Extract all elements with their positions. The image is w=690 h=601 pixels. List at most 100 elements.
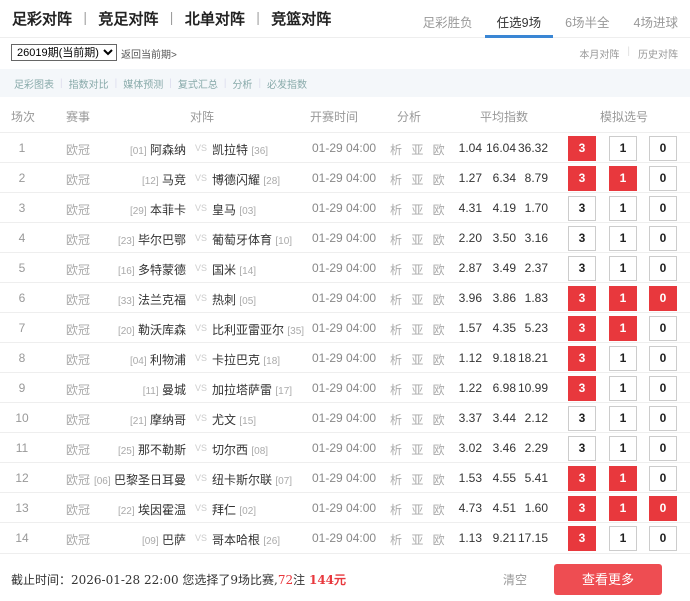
- pick-0-button[interactable]: 0: [649, 526, 677, 551]
- pick-3-button[interactable]: 3: [568, 406, 596, 431]
- subtab-renxuan9[interactable]: 任选9场: [484, 0, 554, 38]
- pick-3-button[interactable]: 3: [568, 316, 596, 341]
- analysis-links[interactable]: 析 亚 欧: [390, 293, 448, 307]
- pick-0-button[interactable]: 0: [649, 466, 677, 491]
- pick-1-button[interactable]: 1: [609, 226, 637, 251]
- away-name[interactable]: 卡拉巴克: [212, 353, 261, 367]
- pick-0-button[interactable]: 0: [649, 256, 677, 281]
- pick-3-button[interactable]: 3: [568, 496, 596, 521]
- analysis-links[interactable]: 析 亚 欧: [390, 233, 448, 247]
- pick-1-button[interactable]: 1: [609, 286, 637, 311]
- home-name[interactable]: 巴萨: [161, 533, 186, 547]
- pick-1-button[interactable]: 1: [609, 166, 637, 191]
- clear-button[interactable]: 清空: [503, 573, 528, 587]
- period-select[interactable]: 26019期(当前期): [11, 44, 117, 61]
- analysis-links[interactable]: 析 亚 欧: [390, 323, 448, 337]
- analysis-links[interactable]: 析 亚 欧: [390, 143, 448, 157]
- away-name[interactable]: 拜仁: [212, 503, 237, 517]
- analysis-links[interactable]: 析 亚 欧: [390, 473, 448, 487]
- away-name[interactable]: 皇马: [212, 203, 237, 217]
- pick-3-button[interactable]: 3: [568, 376, 596, 401]
- analysis-links[interactable]: 析 亚 欧: [390, 263, 448, 277]
- home-name[interactable]: 摩纳哥: [149, 413, 186, 427]
- tool-media[interactable]: 媒体预测: [123, 79, 164, 91]
- home-name[interactable]: 巴黎圣日耳曼: [113, 473, 186, 487]
- home-name[interactable]: 那不勒斯: [137, 443, 186, 457]
- pick-3-button[interactable]: 3: [568, 346, 596, 371]
- pick-3-button[interactable]: 3: [568, 256, 596, 281]
- home-name[interactable]: 多特蒙德: [137, 263, 186, 277]
- back-current-link[interactable]: 返回当前期>: [121, 50, 177, 61]
- away-name[interactable]: 热刺: [212, 293, 237, 307]
- pick-1-button[interactable]: 1: [609, 436, 637, 461]
- home-name[interactable]: 毕尔巴鄂: [137, 233, 186, 247]
- pick-0-button[interactable]: 0: [649, 496, 677, 521]
- analysis-links[interactable]: 析 亚 欧: [390, 203, 448, 217]
- pick-3-button[interactable]: 3: [568, 436, 596, 461]
- home-name[interactable]: 利物浦: [149, 353, 186, 367]
- pick-1-button[interactable]: 1: [609, 526, 637, 551]
- tab-jingzu[interactable]: 竞足对阵: [98, 10, 159, 28]
- pick-1-button[interactable]: 1: [609, 316, 637, 341]
- pick-0-button[interactable]: 0: [649, 226, 677, 251]
- pick-0-button[interactable]: 0: [649, 406, 677, 431]
- away-name[interactable]: 哥本哈根: [212, 533, 261, 547]
- pick-1-button[interactable]: 1: [609, 256, 637, 281]
- analysis-links[interactable]: 析 亚 欧: [390, 383, 448, 397]
- away-name[interactable]: 博德闪耀: [212, 173, 261, 187]
- home-name[interactable]: 曼城: [161, 383, 186, 397]
- pick-0-button[interactable]: 0: [649, 196, 677, 221]
- tool-chart[interactable]: 足彩图表: [14, 79, 54, 91]
- home-name[interactable]: 本菲卡: [149, 203, 186, 217]
- pick-3-button[interactable]: 3: [568, 166, 596, 191]
- away-name[interactable]: 尤文: [212, 413, 237, 427]
- pick-0-button[interactable]: 0: [649, 166, 677, 191]
- month-link[interactable]: 本月对阵: [579, 50, 620, 61]
- pick-0-button[interactable]: 0: [649, 436, 677, 461]
- pick-1-button[interactable]: 1: [609, 496, 637, 521]
- history-link[interactable]: 历史对阵: [638, 50, 678, 61]
- pick-0-button[interactable]: 0: [649, 136, 677, 161]
- pick-3-button[interactable]: 3: [568, 286, 596, 311]
- analysis-links[interactable]: 析 亚 欧: [390, 173, 448, 187]
- pick-1-button[interactable]: 1: [609, 196, 637, 221]
- pick-3-button[interactable]: 3: [568, 466, 596, 491]
- tab-beidan[interactable]: 北单对阵: [184, 10, 245, 28]
- pick-3-button[interactable]: 3: [568, 226, 596, 251]
- home-name[interactable]: 阿森纳: [149, 143, 186, 157]
- tool-analysis[interactable]: 分析: [232, 79, 253, 91]
- pick-1-button[interactable]: 1: [609, 406, 637, 431]
- view-more-button[interactable]: 查看更多: [554, 564, 662, 595]
- subtab-6chang[interactable]: 6场半全: [565, 16, 610, 30]
- home-name[interactable]: 法兰克福: [137, 293, 186, 307]
- analysis-links[interactable]: 析 亚 欧: [390, 503, 448, 517]
- pick-3-button[interactable]: 3: [568, 526, 596, 551]
- pick-0-button[interactable]: 0: [649, 376, 677, 401]
- home-name[interactable]: 勒沃库森: [137, 323, 186, 337]
- tool-summary[interactable]: 复式汇总: [177, 79, 218, 91]
- tool-bifa[interactable]: 必发指数: [267, 79, 308, 91]
- tool-odds[interactable]: 指数对比: [68, 79, 109, 91]
- analysis-links[interactable]: 析 亚 欧: [390, 413, 448, 427]
- pick-0-button[interactable]: 0: [649, 346, 677, 371]
- away-name[interactable]: 凯拉特: [212, 143, 249, 157]
- analysis-links[interactable]: 析 亚 欧: [390, 443, 448, 457]
- away-name[interactable]: 切尔西: [212, 443, 249, 457]
- pick-0-button[interactable]: 0: [649, 286, 677, 311]
- analysis-links[interactable]: 析 亚 欧: [390, 533, 448, 547]
- home-name[interactable]: 埃因霍温: [137, 503, 186, 517]
- analysis-links[interactable]: 析 亚 欧: [390, 353, 448, 367]
- pick-1-button[interactable]: 1: [609, 136, 637, 161]
- pick-1-button[interactable]: 1: [609, 466, 637, 491]
- away-name[interactable]: 葡萄牙体育: [212, 233, 273, 247]
- away-name[interactable]: 国米: [212, 263, 237, 277]
- tab-jinglan[interactable]: 竞篮对阵: [271, 10, 332, 28]
- away-name[interactable]: 比利亚雷亚尔: [212, 323, 285, 337]
- pick-3-button[interactable]: 3: [568, 196, 596, 221]
- pick-3-button[interactable]: 3: [568, 136, 596, 161]
- subtab-shengfu[interactable]: 足彩胜负: [422, 16, 473, 30]
- subtab-4chang[interactable]: 4场进球: [633, 16, 678, 30]
- away-name[interactable]: 加拉塔萨雷: [212, 383, 273, 397]
- away-name[interactable]: 纽卡斯尔联: [212, 473, 273, 487]
- home-name[interactable]: 马竞: [161, 173, 186, 187]
